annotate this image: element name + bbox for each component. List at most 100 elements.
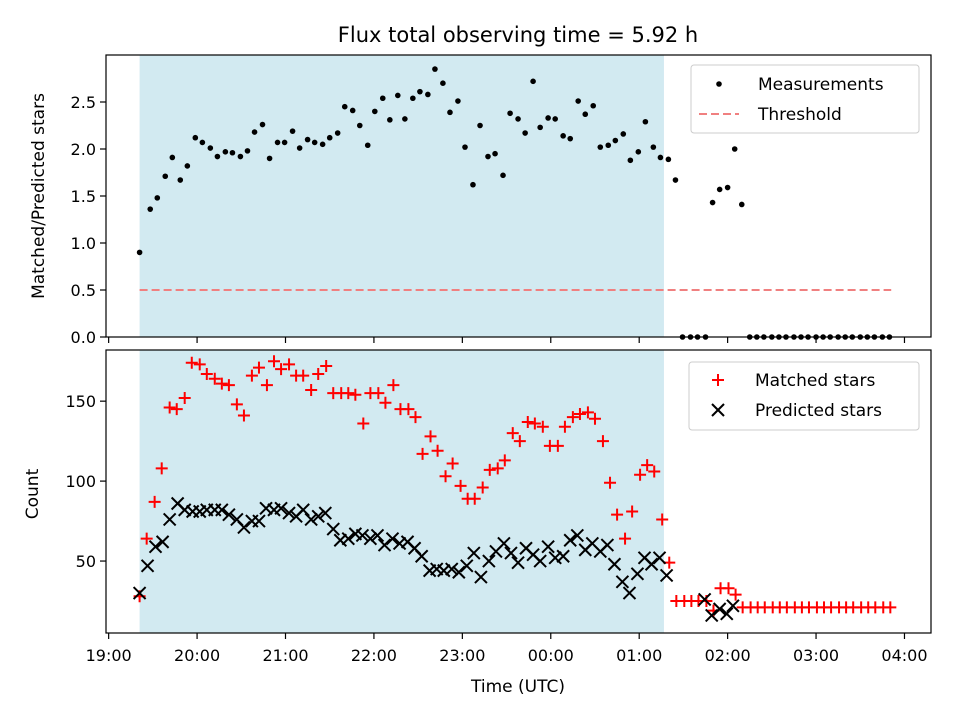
measurement-point (657, 154, 664, 161)
x-tick-label: 23:00 (439, 646, 485, 665)
x-tick-label: 02:00 (705, 646, 751, 665)
predicted-point (511, 555, 525, 570)
predicted-point (570, 528, 585, 543)
chart-title: Flux total observing time = 5.92 h (338, 23, 698, 47)
matched-point (491, 462, 504, 475)
count-xlabel: Time (UTC) (470, 677, 565, 697)
matched-point (342, 387, 355, 400)
predicted-point (385, 531, 400, 546)
x-tick-label: 03:00 (793, 646, 839, 665)
measurement-point (515, 116, 521, 122)
matched-point (200, 367, 213, 380)
measurement-point (192, 134, 199, 141)
y-tick-label: 2.5 (71, 93, 96, 112)
predicted-point (341, 531, 355, 546)
predicted-point (630, 567, 645, 581)
measurement-point (356, 122, 363, 129)
predicted-point (541, 539, 555, 554)
matched-point (528, 417, 541, 430)
measurement-point (709, 199, 716, 206)
measurement-point (560, 133, 566, 139)
matched-point (521, 415, 534, 428)
matched-point (252, 361, 265, 374)
predicted-point (704, 608, 719, 623)
y-tick-label: 100 (65, 472, 96, 491)
matched-point (349, 388, 362, 401)
y-tick-label: 2.0 (71, 140, 96, 159)
matched-point (237, 409, 250, 422)
ratio-legend-box (690, 64, 920, 134)
measurement-point (379, 95, 386, 102)
x-tick-label: 01:00 (616, 646, 662, 665)
measurement-point (274, 139, 281, 146)
measurement-point (154, 195, 161, 201)
matched-point (476, 481, 489, 494)
matched-point (634, 468, 647, 481)
measurement-point (612, 137, 619, 144)
matched-point (513, 435, 526, 448)
y-tick-label: 50 (76, 552, 96, 571)
measurement-point (281, 139, 288, 146)
matched-point (208, 372, 221, 385)
predicted-point (252, 514, 266, 528)
matched-point (275, 363, 288, 376)
matched-point (884, 601, 897, 614)
predicted-point (392, 536, 407, 551)
predicted-point (259, 501, 273, 515)
predicted-point (132, 586, 147, 600)
matched-point (163, 401, 176, 414)
matched-point (215, 377, 228, 390)
matched-point (312, 367, 325, 380)
measurement-point (665, 156, 672, 163)
predicted-point (155, 535, 170, 549)
measurement-point (147, 206, 154, 212)
y-tick-label: 150 (65, 392, 96, 411)
predicted-point (726, 599, 740, 613)
predicted-point (504, 546, 518, 560)
legend-measurements-marker (716, 81, 722, 87)
count-axes: 50 100 150 19:00 20:00 21:00 22:00 23:00 00:00 01… (65, 349, 932, 665)
predicted-point (370, 528, 385, 543)
matched-point (178, 391, 191, 404)
matched-point (185, 356, 198, 369)
measurement-point (214, 153, 221, 160)
x-tick-label: 04:00 (881, 646, 927, 665)
measurement-point (244, 148, 251, 154)
matched-point (193, 358, 206, 371)
predicted-point (296, 503, 310, 517)
measurement-point (304, 136, 311, 143)
measurement-point (289, 128, 296, 134)
matched-point (619, 532, 632, 545)
measurement-point (319, 141, 326, 148)
matched-point (424, 430, 437, 443)
measurement-point (492, 150, 498, 157)
y-tick-label: 0.5 (71, 281, 96, 300)
measurement-point (341, 103, 348, 110)
measurement-point (738, 201, 745, 208)
measurement-point (477, 122, 483, 129)
predicted-point (644, 557, 659, 571)
count-marks (132, 355, 897, 623)
count-legend: Matched stars Predicted stars (688, 361, 920, 431)
predicted-point (445, 562, 459, 576)
matched-point (140, 532, 153, 545)
measurement-point (136, 249, 143, 256)
predicted-point (460, 559, 474, 573)
predicted-point (467, 546, 481, 560)
predicted-point (497, 536, 511, 551)
x-tick-label: 20:00 (174, 646, 220, 665)
measurement-point (440, 80, 446, 86)
predicted-point (607, 557, 622, 571)
predicted-point (282, 506, 296, 520)
measurement-point (485, 153, 491, 160)
matched-point (402, 403, 415, 416)
matched-point (498, 454, 511, 467)
predicted-point (304, 512, 318, 527)
legend-matched-label: Matched stars (755, 371, 875, 391)
measurement-point (326, 134, 333, 141)
predicted-point (533, 554, 547, 568)
measurement-point (372, 108, 378, 115)
legend-threshold-label: Threshold (757, 105, 842, 125)
measurement-point (650, 144, 657, 150)
x-tick-label: 22:00 (351, 646, 397, 665)
